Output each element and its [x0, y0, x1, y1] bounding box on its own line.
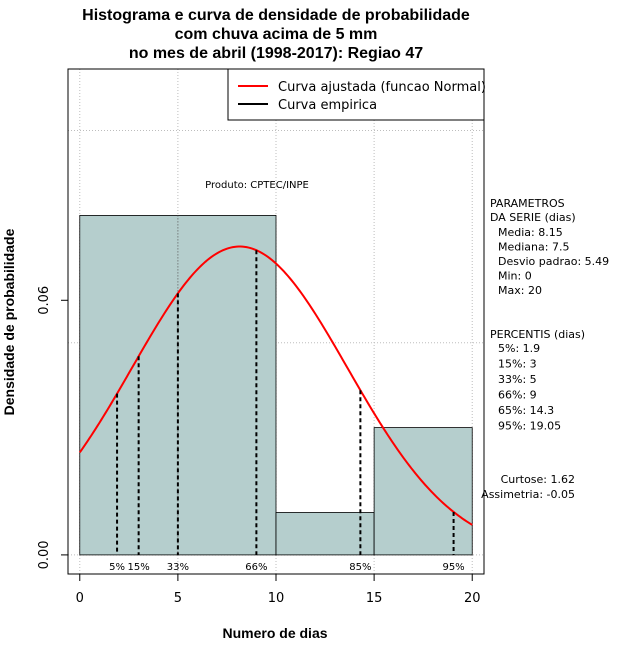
histogram-bar-2 [373, 427, 473, 556]
parameter-item-3: Min: 0 [498, 270, 532, 283]
percentile-lines: 5% 15% 33% 66% 85% 95% [109, 250, 465, 573]
chart-title-line-1: com chuva acima de 5 mm [175, 26, 378, 43]
percentile-label-5: 95% [442, 562, 464, 573]
y-axis-title: Densidade de probabilidade [1, 228, 17, 415]
x-tick-label-3: 15 [366, 591, 383, 606]
percentis-header: PERCENTIS (dias) [490, 328, 585, 341]
parameters-header-1: DA SERIE (dias) [490, 211, 576, 224]
percentil-item-1: 15%: 3 [498, 358, 537, 371]
parameter-item-2: Desvio padrao: 5.49 [498, 255, 609, 268]
x-tick-label-4: 20 [464, 591, 481, 606]
curves [78, 245, 473, 526]
credit-text: Produto: CPTEC/INPE [205, 180, 309, 191]
percentile-label-2: 33% [167, 562, 189, 573]
axes: 0 5 10 15 20 0.00 0.06 Numero de dias Densidade … [1, 228, 480, 641]
parameter-item-4: Max: 20 [498, 284, 542, 297]
legend-label-empirical: Curva empirica [278, 98, 377, 113]
y-tick-label-1: 0.06 [37, 286, 52, 315]
shape-stat-0: Curtose: 1.62 [501, 473, 575, 486]
chart-title-line-0: Histograma e curva de densidade de proba… [82, 7, 470, 24]
percentile-label-0: 5% [109, 562, 125, 573]
x-axis-title: Numero de dias [222, 625, 327, 641]
chart-title: Histograma e curva de densidade de proba… [82, 7, 470, 62]
parameter-item-0: Media: 8.15 [498, 226, 563, 239]
shape-stat-1: Assimetria: -0.05 [481, 488, 575, 501]
parameters-header-0: PARAMETROS [490, 197, 565, 210]
percentil-item-0: 5%: 1.9 [498, 342, 540, 355]
legend-label-fitted: Curva ajustada (funcao Normal) [278, 80, 486, 95]
x-tick-label-1: 5 [174, 591, 182, 606]
percentil-item-2: 33%: 5 [498, 373, 537, 386]
percentile-label-1: 15% [128, 562, 150, 573]
percentil-item-5: 95%: 19.05 [498, 420, 561, 433]
histogram-bar-1 [275, 512, 375, 556]
percentil-item-4: 65%: 14.3 [498, 404, 554, 417]
chart-title-line-2: no mes de abril (1998-2017): Regiao 47 [129, 45, 423, 62]
x-tick-label-0: 0 [76, 591, 84, 606]
percentil-item-3: 66%: 9 [498, 389, 537, 402]
x-tick-label-2: 10 [268, 591, 285, 606]
parameter-item-1: Mediana: 7.5 [498, 241, 569, 254]
legend-box [227, 68, 485, 121]
percentile-label-4: 85% [349, 562, 371, 573]
y-tick-label-0: 0.00 [37, 540, 52, 569]
legend: Curva ajustada (funcao Normal) Curva empi… [227, 68, 486, 121]
percentile-label-3: 66% [245, 562, 267, 573]
fitted-normal-curve [78, 245, 473, 526]
